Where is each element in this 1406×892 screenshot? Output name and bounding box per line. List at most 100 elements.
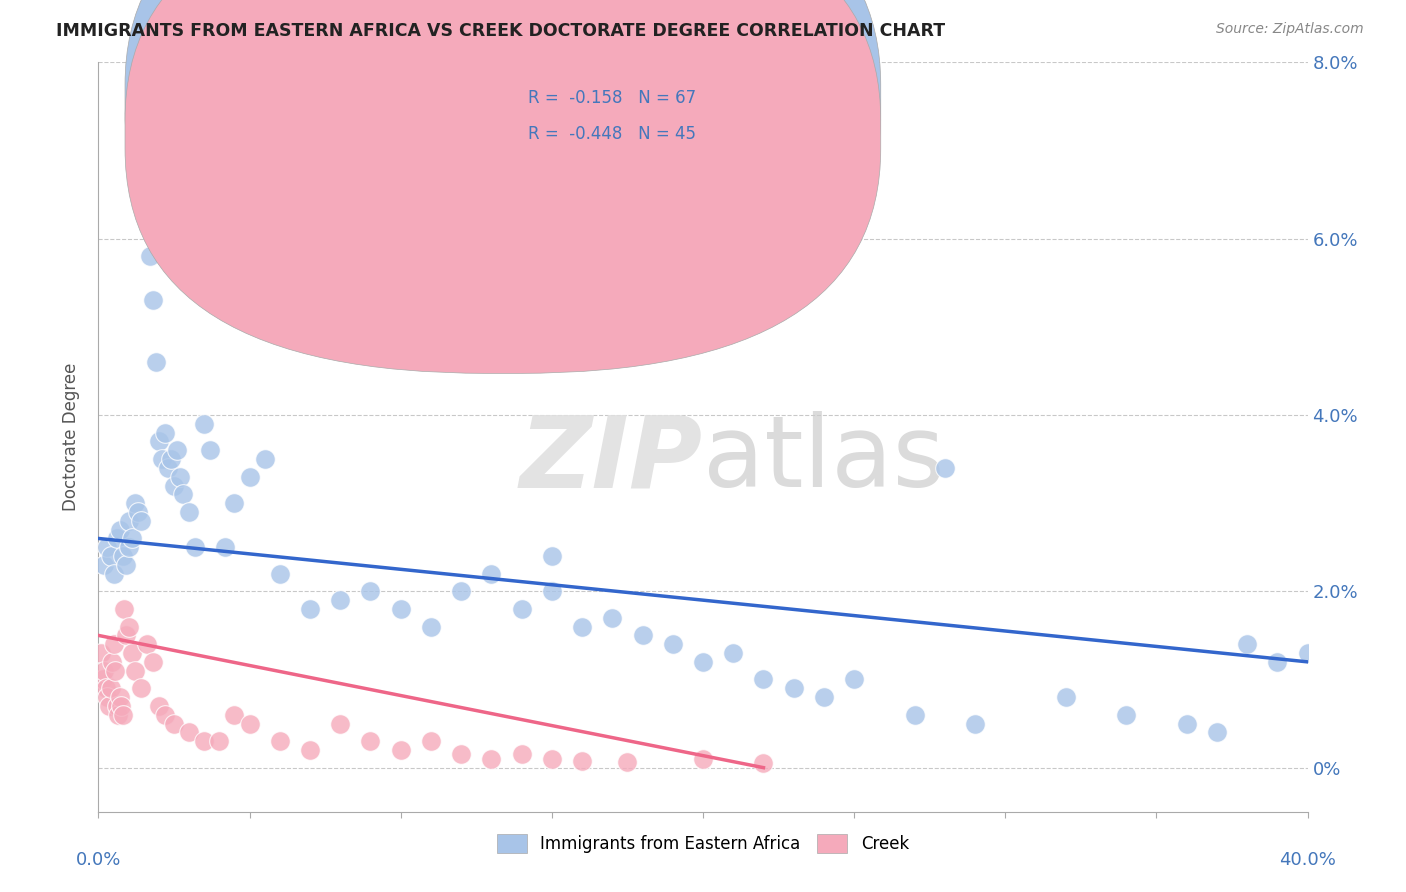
Point bbox=[360, 734, 382, 748]
Point bbox=[540, 549, 562, 563]
Legend: Immigrants from Eastern Africa, Creek: Immigrants from Eastern Africa, Creek bbox=[491, 827, 915, 860]
Point bbox=[360, 584, 382, 599]
Point bbox=[153, 425, 176, 440]
Point bbox=[156, 461, 179, 475]
Point bbox=[90, 646, 112, 660]
Point bbox=[111, 707, 134, 722]
FancyBboxPatch shape bbox=[461, 62, 824, 168]
Point bbox=[510, 747, 533, 762]
Point bbox=[193, 734, 215, 748]
Point bbox=[179, 725, 201, 739]
Point bbox=[118, 619, 141, 633]
Point bbox=[239, 469, 262, 483]
Point bbox=[142, 655, 165, 669]
Point bbox=[169, 469, 191, 483]
Point bbox=[111, 549, 134, 563]
Point bbox=[208, 734, 231, 748]
Point bbox=[114, 628, 136, 642]
Point bbox=[105, 698, 128, 713]
Text: R =  -0.448   N = 45: R = -0.448 N = 45 bbox=[527, 126, 696, 144]
Point bbox=[813, 690, 835, 705]
Point bbox=[124, 664, 146, 678]
Point bbox=[118, 541, 141, 555]
Point bbox=[1115, 707, 1137, 722]
Point bbox=[299, 743, 322, 757]
Point bbox=[269, 566, 291, 581]
Point bbox=[160, 452, 183, 467]
Point bbox=[510, 602, 533, 616]
Point bbox=[124, 496, 146, 510]
Point bbox=[101, 655, 124, 669]
Point bbox=[172, 487, 194, 501]
Point bbox=[135, 637, 157, 651]
Point bbox=[103, 637, 125, 651]
Point bbox=[184, 541, 207, 555]
Point bbox=[934, 461, 956, 475]
Point bbox=[540, 752, 562, 766]
Point bbox=[114, 558, 136, 572]
Point bbox=[571, 754, 593, 768]
Point bbox=[142, 293, 165, 308]
Point bbox=[723, 646, 745, 660]
Point bbox=[269, 734, 291, 748]
Point bbox=[200, 443, 222, 458]
Text: atlas: atlas bbox=[703, 411, 945, 508]
Point bbox=[904, 707, 927, 722]
Point bbox=[450, 747, 472, 762]
Point bbox=[103, 566, 125, 581]
Point bbox=[214, 541, 236, 555]
Point bbox=[420, 619, 443, 633]
Point bbox=[112, 602, 135, 616]
Point bbox=[91, 673, 114, 687]
Point bbox=[602, 611, 624, 625]
Point bbox=[571, 619, 593, 633]
Point bbox=[450, 584, 472, 599]
Point bbox=[96, 690, 118, 705]
Point bbox=[783, 681, 806, 696]
Text: R =  -0.158   N = 67: R = -0.158 N = 67 bbox=[527, 89, 696, 107]
Point bbox=[105, 532, 128, 546]
Text: 0.0%: 0.0% bbox=[76, 851, 121, 870]
Point bbox=[129, 514, 152, 528]
Point bbox=[98, 698, 121, 713]
Point bbox=[389, 743, 412, 757]
Point bbox=[166, 443, 188, 458]
Point bbox=[481, 752, 503, 766]
Point bbox=[100, 681, 122, 696]
Point bbox=[145, 355, 167, 369]
Point bbox=[299, 602, 322, 616]
Point bbox=[1296, 646, 1319, 660]
Point bbox=[1267, 655, 1289, 669]
Point bbox=[121, 532, 143, 546]
Point bbox=[420, 734, 443, 748]
Point bbox=[616, 756, 638, 770]
Point bbox=[104, 664, 127, 678]
Point bbox=[540, 584, 562, 599]
Point bbox=[127, 505, 149, 519]
Point bbox=[224, 496, 246, 510]
Point bbox=[93, 558, 115, 572]
FancyBboxPatch shape bbox=[125, 0, 880, 338]
Point bbox=[118, 514, 141, 528]
Point bbox=[329, 593, 352, 607]
Point bbox=[132, 117, 155, 131]
Point bbox=[108, 523, 131, 537]
Point bbox=[692, 752, 714, 766]
Point bbox=[163, 716, 186, 731]
Point bbox=[253, 452, 276, 467]
Point bbox=[692, 655, 714, 669]
Text: ZIP: ZIP bbox=[520, 411, 703, 508]
Point bbox=[965, 716, 987, 731]
Point bbox=[193, 417, 215, 431]
Text: Source: ZipAtlas.com: Source: ZipAtlas.com bbox=[1216, 22, 1364, 37]
Point bbox=[1206, 725, 1229, 739]
Y-axis label: Doctorate Degree: Doctorate Degree bbox=[62, 363, 80, 511]
Point bbox=[129, 681, 152, 696]
Point bbox=[1175, 716, 1198, 731]
Point bbox=[148, 698, 170, 713]
Point bbox=[96, 541, 118, 555]
Point bbox=[844, 673, 866, 687]
Point bbox=[389, 602, 412, 616]
Point bbox=[661, 637, 683, 651]
Point bbox=[93, 664, 115, 678]
